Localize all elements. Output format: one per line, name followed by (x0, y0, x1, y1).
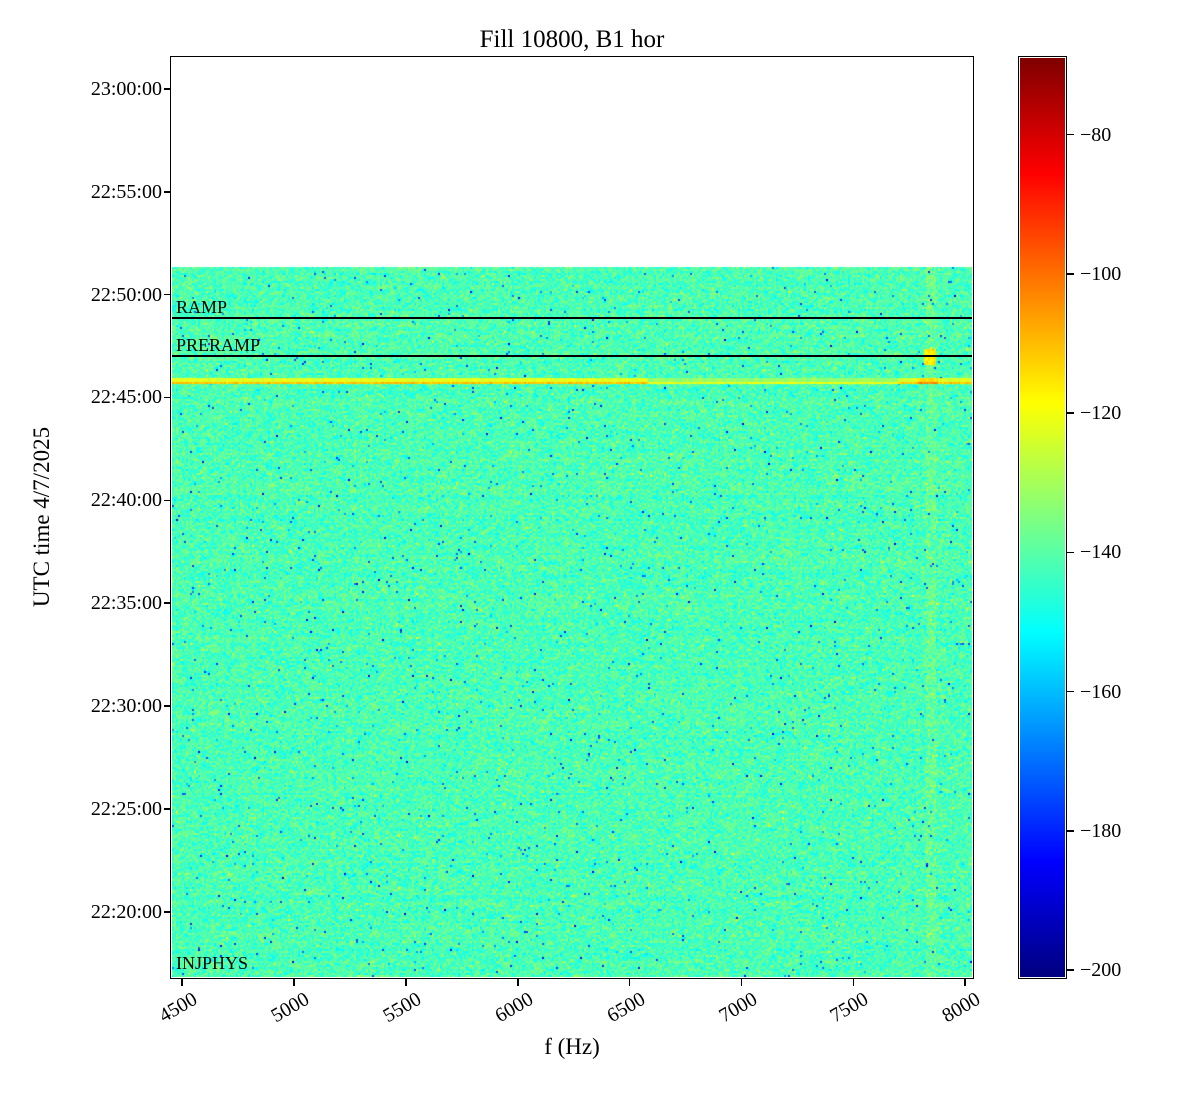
colorbar-tick-mark (1067, 412, 1074, 414)
y-tick-label: 22:50:00 (90, 283, 162, 306)
x-tick-mark (405, 979, 407, 986)
y-tick-mark (164, 396, 171, 399)
colorbar-tick-label: −180 (1080, 819, 1122, 842)
y-tick-mark (164, 808, 171, 810)
colorbar-tick-label: −160 (1080, 680, 1122, 703)
colorbar-tick-mark (1067, 273, 1074, 275)
x-tick-label: 8000 (938, 988, 985, 1028)
chart-title: Fill 10800, B1 hor (479, 26, 665, 53)
colorbar-tick-label: −200 (1080, 959, 1122, 982)
y-tick-label: 22:25:00 (90, 797, 162, 820)
x-tick-label: 5500 (379, 988, 425, 1028)
x-tick-label: 5000 (267, 988, 313, 1028)
y-tick-mark (164, 705, 171, 707)
colorbar-tick-mark (1067, 690, 1074, 693)
y-tick-label: 22:40:00 (90, 489, 162, 512)
x-tick-label: 4500 (155, 988, 202, 1028)
colorbar-tick-mark (1067, 829, 1074, 832)
y-tick-label: 23:00:00 (90, 77, 162, 100)
x-tick-mark (628, 979, 631, 986)
colorbar (1020, 58, 1065, 977)
x-tick-label: 7000 (714, 988, 761, 1028)
y-axis-label: UTC time 4/7/2025 (29, 426, 54, 608)
x-tick-label: 6000 (491, 988, 537, 1028)
y-tick-mark (164, 190, 171, 193)
y-tick-label: 22:35:00 (90, 592, 162, 615)
y-tick-mark (164, 602, 171, 605)
x-axis-label: f (Hz) (544, 1034, 600, 1059)
x-tick-mark (740, 979, 743, 986)
x-tick-label: 7500 (826, 988, 873, 1028)
x-tick-mark (516, 979, 519, 986)
colorbar-tick-mark (1067, 133, 1074, 136)
y-tick-mark (164, 911, 171, 913)
colorbar-tick-mark (1067, 551, 1074, 554)
y-tick-label: 22:30:00 (90, 695, 162, 718)
x-tick-mark (293, 979, 295, 986)
colorbar-tick-label: −100 (1080, 262, 1122, 285)
colorbar-tick-mark (1067, 969, 1074, 971)
colorbar-tick-label: −80 (1080, 123, 1112, 146)
y-tick-label: 22:20:00 (90, 900, 162, 923)
y-tick-mark (164, 88, 171, 90)
y-tick-label: 22:55:00 (90, 180, 162, 203)
y-tick-mark (164, 499, 171, 502)
x-tick-mark (964, 979, 967, 986)
x-tick-mark (852, 979, 855, 986)
colorbar-tick-label: −140 (1080, 541, 1122, 564)
spectrogram-heatmap (172, 58, 972, 977)
x-tick-label: 6500 (602, 988, 649, 1028)
x-tick-mark (181, 979, 183, 986)
y-tick-mark (164, 293, 171, 296)
colorbar-tick-label: −120 (1080, 402, 1122, 425)
y-tick-label: 22:45:00 (90, 386, 162, 409)
